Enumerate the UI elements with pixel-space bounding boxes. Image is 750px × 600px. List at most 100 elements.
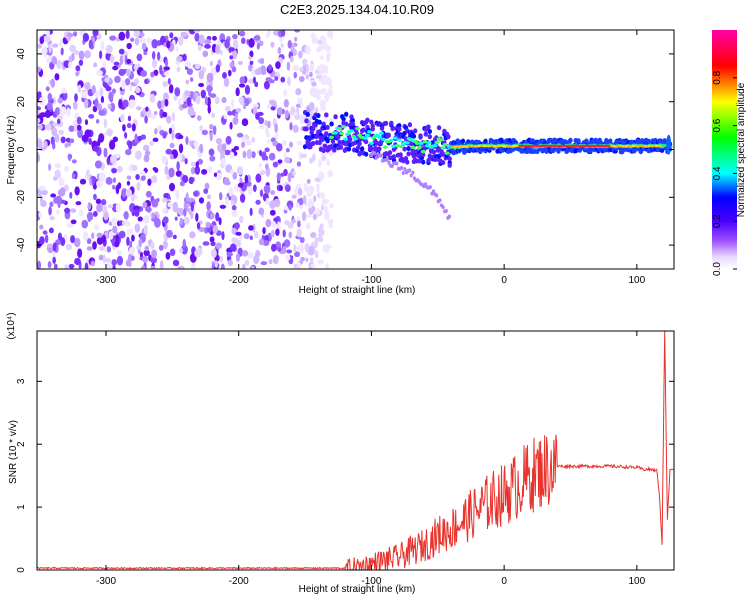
spectrogram-signal-blob [322, 143, 328, 149]
spectrogram-noise-blob [118, 31, 126, 41]
spectrogram-peak-mark [574, 144, 576, 148]
spectrogram-noise-blob [287, 172, 292, 183]
spectrogram-signal-blob [324, 112, 329, 118]
spectrogram-signal-blob [370, 123, 375, 129]
spectrogram-noise-blob [211, 112, 215, 118]
spectrogram-noise-blob [208, 148, 215, 156]
spectrogram-noise-blob [307, 186, 313, 196]
spectrogram-noise-blob [294, 251, 301, 258]
spectrogram-noise-blob [64, 264, 69, 269]
spectrogram-core-blob [434, 140, 440, 144]
spectrogram-noise-blob [322, 244, 329, 253]
spectrogram-noise-blob [59, 39, 63, 47]
spectrogram-noise-blob [168, 167, 175, 178]
spectrogram-noise-blob [252, 223, 256, 233]
spectrogram-noise-blob [291, 219, 297, 224]
spectrogram-noise-blob [231, 49, 238, 60]
spectrogram-noise-blob [168, 84, 174, 94]
spectrogram-noise-blob [224, 105, 232, 112]
spectrogram-edge-artefact [666, 134, 672, 155]
spectrogram-noise-blob [327, 169, 334, 178]
spectrogram-noise-blob [263, 184, 271, 194]
spectrogram-noise-blob [251, 136, 256, 144]
spectrogram-noise-blob [74, 186, 80, 196]
spectrogram-noise-blob [264, 119, 268, 127]
spectrogram-noise-blob [112, 177, 116, 183]
spectrogram-peak-mark [522, 144, 525, 148]
spectrogram-signal-blob [423, 131, 429, 137]
spectrogram-noise-blob [134, 223, 141, 233]
spectrogram-noise-blob [111, 217, 118, 227]
spectrogram-noise-blob [136, 106, 142, 111]
spectrogram-signal-blob [413, 128, 418, 134]
spectrogram-peak-mark [538, 144, 541, 148]
spectrogram-noise-blob [285, 147, 290, 153]
spectrogram-noise-blob [105, 257, 111, 263]
spectrogram-noise-blob [150, 256, 158, 264]
spectrogram-signal-blob [344, 111, 349, 117]
spectrogram-peak-mark [594, 144, 596, 148]
spectrogram-noise-blob [149, 93, 156, 103]
spectrogram-noise-blob [125, 68, 131, 77]
spectrogram-noise-blob [315, 106, 319, 114]
spectrogram-noise-blob [198, 82, 205, 88]
spectrogram-noise-blob [90, 260, 96, 267]
spectrogram-noise-blob [209, 212, 215, 220]
spectrogram-noise-blob [37, 139, 43, 149]
bottom-x-tick-label: 0 [501, 576, 507, 587]
spectrogram-noise-blob [136, 181, 141, 192]
top-y-tick-label: -40 [16, 237, 27, 252]
spectrogram-signal-blob [436, 125, 442, 131]
spectrogram-branch-blob [369, 153, 374, 158]
spectrogram-peak-mark [474, 145, 477, 148]
spectrogram-noise-blob [60, 237, 66, 247]
spectrogram-noise-blob [264, 163, 269, 170]
figure-title: C2E3.2025.134.04.10.R09 [280, 2, 434, 17]
spectrogram-noise-blob [128, 140, 133, 150]
spectrogram-noise-blob [241, 141, 246, 148]
spectrogram-noise-blob [239, 177, 243, 185]
spectrogram-noise-blob [239, 76, 246, 84]
spectrogram-noise-blob [77, 84, 82, 94]
spectrogram-noise-blob [234, 112, 239, 119]
spectrogram-noise-blob [164, 98, 169, 107]
spectrogram-signal-blob [332, 147, 337, 153]
spectrogram-noise-blob [272, 254, 279, 265]
spectrogram-noise-blob [298, 204, 304, 210]
spectrogram-signal-blob [406, 151, 411, 157]
spectrogram-branch-blob [441, 205, 445, 210]
spectrogram-noise-blob [194, 165, 201, 175]
spectrogram-noise-blob [157, 51, 161, 61]
spectrogram-noise-blob [105, 85, 112, 92]
spectrogram-noise-blob [69, 208, 77, 213]
spectrogram-noise-blob [39, 224, 44, 230]
spectrogram-noise-blob [169, 153, 174, 160]
spectrogram-noise-blob [309, 86, 316, 97]
spectrogram-noise-blob [258, 124, 265, 129]
spectrogram-signal-blob [440, 160, 446, 166]
spectrogram-noise-blob [151, 212, 156, 219]
spectrogram-noise-blob [255, 173, 262, 183]
spectrogram-noise-blob [251, 151, 256, 159]
bottom-x-tick-label: -100 [361, 576, 381, 587]
spectrogram-noise-blob [140, 70, 148, 78]
spectrogram-signal-blob [420, 159, 426, 165]
spectrogram-signal-blob [446, 134, 451, 140]
spectrogram-peak-mark [517, 144, 519, 148]
spectrogram-noise-blob [39, 36, 45, 45]
spectrogram-noise-blob [305, 213, 312, 219]
spectrogram-noise-blob [221, 97, 227, 103]
spectrogram-peak-mark [593, 144, 595, 148]
spectrogram-signal-blob [411, 133, 417, 139]
spectrogram-noise-blob [112, 225, 118, 234]
spectrogram-peak-mark [563, 144, 566, 148]
spectrogram-noise-blob [300, 256, 305, 262]
spectrogram-peak-mark [638, 144, 640, 148]
spectrogram-noise-blob [319, 64, 326, 70]
spectrogram-noise-blob [268, 99, 276, 105]
spectrogram-noise-blob [329, 203, 334, 209]
spectrogram-peak-mark [500, 144, 502, 148]
spectrogram-noise-blob [98, 109, 106, 116]
spectrogram-branch-blob [431, 189, 436, 194]
spectrogram-noise-blob [221, 231, 225, 241]
